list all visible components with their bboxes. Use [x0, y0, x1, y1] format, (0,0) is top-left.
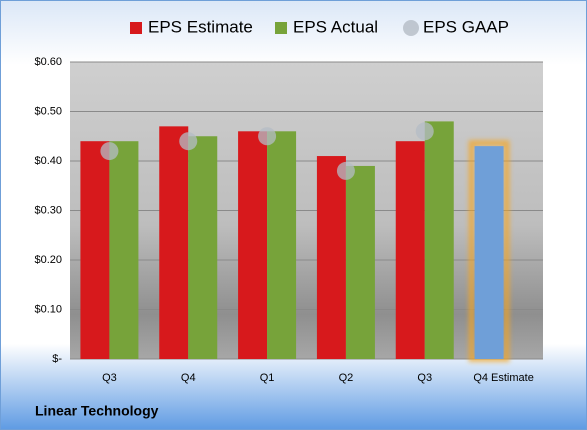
gaap-marker	[179, 132, 198, 151]
bar	[424, 121, 454, 360]
y-tick-label: $0.60	[34, 56, 62, 68]
bar	[474, 146, 504, 359]
y-tick-label: $0.20	[34, 254, 62, 266]
gaap-marker	[415, 122, 434, 141]
gaap-marker	[258, 127, 277, 146]
company-name: Linear Technology	[35, 403, 159, 419]
legend-label: EPS Actual	[293, 17, 378, 36]
legend-marker	[403, 20, 419, 36]
bar	[238, 131, 268, 359]
bar	[345, 165, 375, 359]
bar	[267, 131, 297, 359]
x-tick-label: Q3	[102, 372, 117, 384]
x-tick-label: Q3	[417, 372, 432, 384]
bar	[188, 136, 218, 359]
x-tick-label: Q2	[339, 372, 354, 384]
y-tick-label: $0.10	[34, 303, 62, 315]
legend-marker	[275, 22, 287, 34]
y-tick-label: $0.30	[34, 204, 62, 216]
bar	[395, 141, 425, 359]
x-tick-label: Q4	[181, 372, 196, 384]
x-tick-label: Q1	[260, 372, 275, 384]
legend-marker	[130, 22, 142, 34]
y-tick-label: $-	[52, 353, 62, 365]
bar	[109, 141, 139, 359]
gaap-marker	[336, 161, 355, 180]
bar	[159, 126, 189, 359]
y-tick-label: $0.50	[34, 105, 62, 117]
legend-label: EPS GAAP	[423, 17, 509, 36]
gaap-marker	[100, 142, 119, 161]
x-tick-label: Q4 Estimate	[473, 372, 534, 384]
y-tick-label: $0.40	[34, 155, 62, 167]
bar	[80, 141, 110, 359]
bar	[316, 156, 346, 359]
legend-label: EPS Estimate	[148, 17, 253, 36]
